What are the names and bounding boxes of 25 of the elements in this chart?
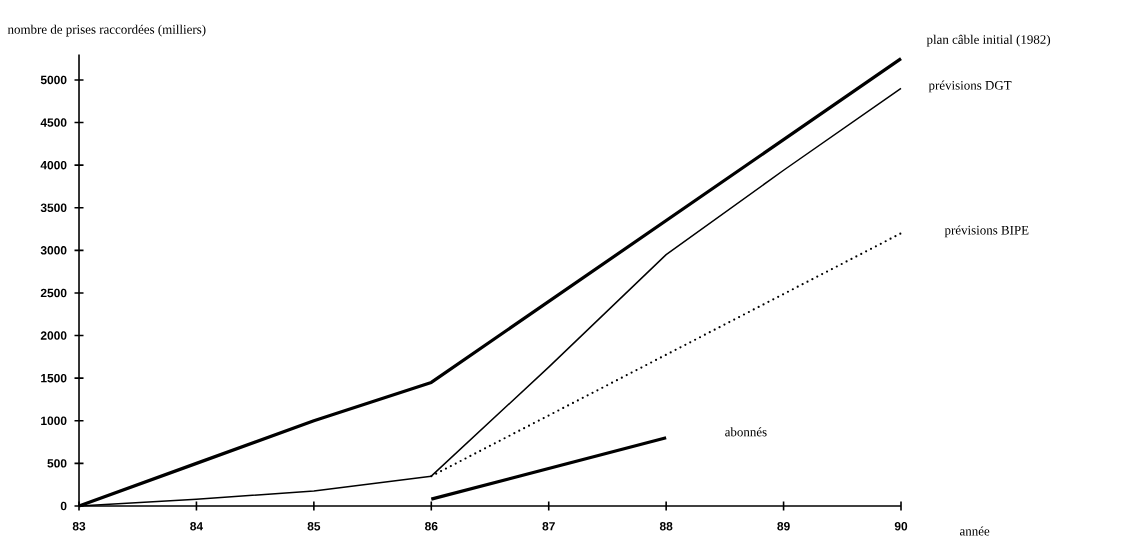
y-tick-label: 4500	[40, 118, 67, 127]
x-tick-label: 87	[542, 522, 555, 531]
text: abonnés	[725, 427, 767, 437]
x-axis-title: année	[959, 526, 990, 536]
y-tick-label: 5000	[40, 75, 67, 85]
x-tick-label: 86	[425, 522, 438, 531]
y-tick-label: 1500	[41, 373, 67, 383]
x-tick-label: 90	[894, 522, 908, 531]
y-tick-label: 4000	[40, 160, 67, 170]
text: prévisions BIPE	[944, 225, 1029, 238]
x-tick-label: 89	[777, 522, 790, 531]
x-tick-label: 88	[659, 522, 673, 531]
text: prévisions DGT	[928, 80, 1012, 93]
text: plan câble initial (1982)	[926, 34, 1051, 47]
x-tick-label: 84	[190, 522, 204, 531]
y-tick-label: 3000	[40, 246, 67, 255]
y-tick-label: 500	[47, 459, 67, 468]
y-tick-label: 0	[60, 501, 67, 511]
y-tick-label: 2500	[40, 288, 67, 298]
y-tick-label: 1000	[41, 416, 67, 425]
x-tick-label: 83	[72, 522, 86, 531]
y-tick-label: 3500	[40, 203, 67, 212]
y-axis-title: nombre de prises raccordées (milliers)	[7, 24, 206, 37]
y-tick-label: 2000	[40, 331, 67, 340]
x-tick-label: 85	[307, 522, 321, 531]
